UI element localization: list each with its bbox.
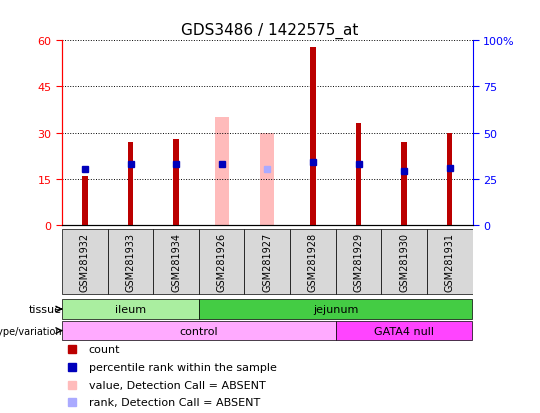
Text: genotype/variation: genotype/variation — [0, 326, 62, 336]
Text: GSM281933: GSM281933 — [125, 233, 136, 291]
Bar — [62, 299, 199, 319]
Text: GSM281931: GSM281931 — [445, 233, 455, 291]
Bar — [82, 176, 87, 225]
Text: GSM281930: GSM281930 — [399, 233, 409, 291]
Text: percentile rank within the sample: percentile rank within the sample — [89, 362, 276, 372]
Bar — [447, 133, 453, 225]
Bar — [199, 299, 472, 319]
Bar — [381, 230, 427, 294]
Text: rank, Detection Call = ABSENT: rank, Detection Call = ABSENT — [89, 397, 260, 407]
Text: value, Detection Call = ABSENT: value, Detection Call = ABSENT — [89, 380, 266, 389]
Bar — [153, 230, 199, 294]
Text: control: control — [180, 326, 218, 336]
Bar — [173, 139, 179, 225]
Bar — [310, 47, 316, 225]
Bar — [245, 230, 290, 294]
Text: tissue: tissue — [29, 304, 62, 314]
Bar — [62, 321, 336, 341]
Bar — [401, 142, 407, 225]
Bar — [356, 124, 361, 225]
Text: GATA4 null: GATA4 null — [374, 326, 434, 336]
Bar — [128, 142, 133, 225]
Text: GSM281932: GSM281932 — [80, 233, 90, 291]
Text: count: count — [89, 344, 120, 354]
Bar — [260, 133, 274, 225]
Text: GSM281927: GSM281927 — [262, 232, 272, 292]
Bar — [290, 230, 336, 294]
Bar — [336, 230, 381, 294]
Text: GSM281926: GSM281926 — [217, 233, 227, 291]
Bar — [215, 118, 228, 225]
Text: GSM281934: GSM281934 — [171, 233, 181, 291]
Text: jejunum: jejunum — [313, 304, 359, 314]
Bar — [427, 230, 472, 294]
Bar — [62, 230, 107, 294]
Bar — [107, 230, 153, 294]
Bar — [199, 230, 245, 294]
Text: ileum: ileum — [115, 304, 146, 314]
Text: GSM281929: GSM281929 — [354, 233, 363, 291]
Text: GDS3486 / 1422575_at: GDS3486 / 1422575_at — [181, 23, 359, 39]
Text: GSM281928: GSM281928 — [308, 233, 318, 291]
Bar — [336, 321, 472, 341]
